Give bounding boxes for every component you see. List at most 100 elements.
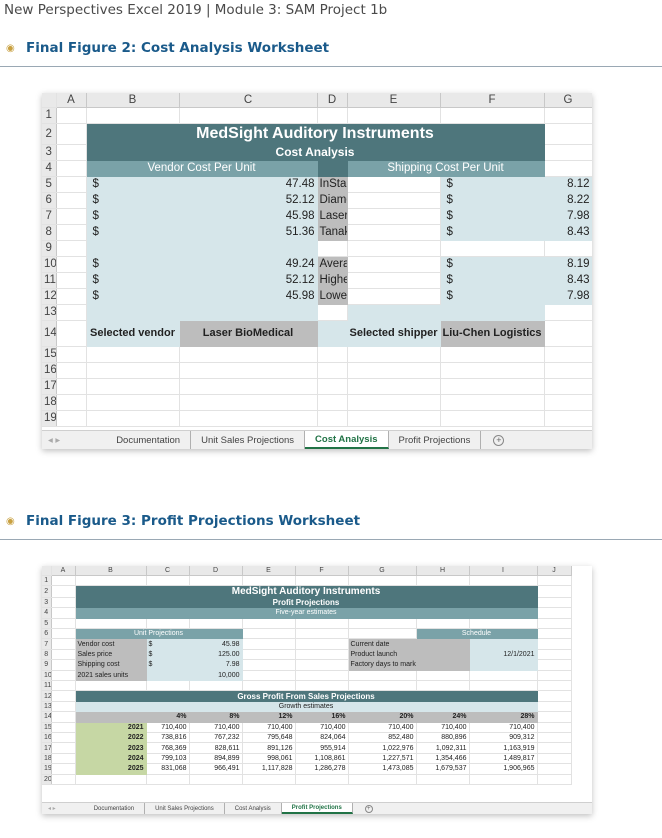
cell[interactable]	[75, 774, 147, 785]
growth-rate[interactable]: 28%	[469, 711, 538, 723]
cell[interactable]	[75, 711, 147, 723]
cell[interactable]	[537, 575, 572, 586]
cell[interactable]	[416, 649, 470, 661]
cell[interactable]	[51, 607, 76, 619]
cell[interactable]	[544, 320, 592, 347]
cell[interactable]	[416, 670, 470, 682]
cell[interactable]	[86, 410, 180, 427]
growth-rate[interactable]: 8%	[189, 711, 243, 723]
sheet-subtitle[interactable]: Profit Projections	[75, 597, 538, 609]
cell[interactable]	[179, 240, 318, 257]
currency-symbol[interactable]	[146, 670, 190, 682]
cell[interactable]	[242, 575, 296, 586]
gross-profit-value[interactable]: 998,061	[242, 753, 296, 765]
cell[interactable]	[56, 256, 87, 273]
column-header[interactable]: I	[469, 566, 538, 576]
cell[interactable]	[179, 394, 318, 411]
unit-value[interactable]: 10,000	[189, 670, 243, 682]
sheet-scroll-arrows-icon[interactable]: ◂ ▸	[48, 434, 61, 446]
add-sheet-icon[interactable]: +	[353, 803, 385, 814]
cell[interactable]	[242, 680, 296, 692]
cell[interactable]	[347, 256, 441, 273]
gross-profit-value[interactable]: 768,369	[146, 742, 190, 754]
sheet-subtitle-2[interactable]: Five-year estimates	[75, 607, 538, 619]
cell[interactable]	[56, 272, 87, 289]
gross-profit-value[interactable]: 738,816	[146, 732, 190, 744]
cell[interactable]	[295, 670, 349, 682]
cell[interactable]	[537, 753, 572, 765]
sheet-tab[interactable]: Profit Projections	[389, 431, 482, 449]
vendor-name[interactable]: Tanaka Innovations	[317, 224, 348, 241]
row-header[interactable]: 13	[42, 701, 52, 713]
cell[interactable]	[317, 240, 348, 257]
cell[interactable]	[56, 394, 87, 411]
unit-projections-header[interactable]: Unit Projections	[75, 628, 243, 640]
row-header[interactable]: 17	[42, 378, 57, 395]
schedule-header[interactable]: Schedule	[416, 628, 538, 640]
gross-profit-value[interactable]: 1,227,571	[348, 753, 417, 765]
growth-header[interactable]: Growth estimates	[75, 701, 538, 713]
row-header[interactable]: 9	[42, 240, 57, 257]
selected-vendor-value[interactable]: Laser BioMedical	[179, 320, 318, 347]
cell[interactable]	[469, 575, 538, 586]
gross-profit-value[interactable]: 1,286,278	[295, 763, 349, 775]
cell[interactable]	[317, 410, 348, 427]
cell[interactable]	[537, 774, 572, 785]
cell[interactable]	[179, 410, 318, 427]
cell[interactable]	[348, 628, 417, 640]
cell[interactable]	[347, 107, 441, 124]
gross-profit-value[interactable]: 1,679,537	[416, 763, 470, 775]
cell[interactable]	[51, 597, 76, 609]
cell[interactable]	[317, 378, 348, 395]
cell[interactable]	[51, 659, 76, 671]
cell[interactable]	[544, 304, 592, 321]
projection-year[interactable]: 2025	[75, 763, 147, 775]
column-header[interactable]: H	[416, 566, 470, 576]
cell[interactable]	[537, 670, 572, 682]
row-header[interactable]: 19	[42, 410, 57, 427]
unit-label[interactable]: 2021 sales units	[75, 670, 147, 682]
column-header[interactable]: G	[348, 566, 417, 576]
cell[interactable]	[56, 176, 87, 193]
currency-cell[interactable]: $8.43	[440, 224, 592, 241]
cell[interactable]	[544, 394, 592, 411]
cell[interactable]	[75, 680, 147, 692]
column-header[interactable]: D	[189, 566, 243, 576]
gross-profit-value[interactable]: 828,611	[189, 742, 243, 754]
vendor-header[interactable]: Vendor Cost Per Unit	[86, 160, 318, 177]
cell[interactable]	[348, 670, 417, 682]
gross-profit-value[interactable]: 799,103	[146, 753, 190, 765]
cell[interactable]	[317, 160, 348, 177]
cell[interactable]	[348, 680, 417, 692]
cell[interactable]	[179, 378, 318, 395]
gross-profit-value[interactable]: 1,489,817	[469, 753, 538, 765]
selected-shipper-label[interactable]: Selected shipper	[347, 320, 441, 347]
cell[interactable]	[537, 742, 572, 754]
cell[interactable]	[416, 575, 470, 586]
row-header[interactable]: 7	[42, 638, 52, 650]
cell[interactable]	[56, 410, 87, 427]
gross-profit-value[interactable]: 1,108,861	[295, 753, 349, 765]
column-header[interactable]: D	[317, 93, 348, 108]
currency-cell[interactable]: $47.48	[86, 176, 318, 193]
currency-cell[interactable]: $49.24	[86, 256, 318, 273]
unit-label[interactable]: Shipping cost	[75, 659, 147, 671]
column-header[interactable]: E	[347, 93, 441, 108]
cell[interactable]	[537, 618, 572, 630]
cell[interactable]	[544, 362, 592, 379]
column-header[interactable]: A	[56, 93, 87, 108]
projection-year[interactable]: 2022	[75, 732, 147, 744]
currency-cell[interactable]: $8.19	[440, 256, 592, 273]
cell[interactable]	[56, 160, 87, 177]
cell[interactable]	[440, 362, 545, 379]
gross-profit-value[interactable]: 824,064	[295, 732, 349, 744]
cell[interactable]	[86, 378, 180, 395]
gross-profit-value[interactable]: 955,914	[295, 742, 349, 754]
gross-profit-value[interactable]: 767,232	[189, 732, 243, 744]
row-header[interactable]: 14	[42, 320, 57, 347]
gross-profit-value[interactable]: 710,400	[469, 722, 538, 733]
sheet-tab[interactable]: Profit Projections	[281, 803, 353, 814]
gross-profit-value[interactable]: 1,354,466	[416, 753, 470, 765]
cell[interactable]	[544, 346, 592, 363]
gross-profit-value[interactable]: 1,906,965	[469, 763, 538, 775]
